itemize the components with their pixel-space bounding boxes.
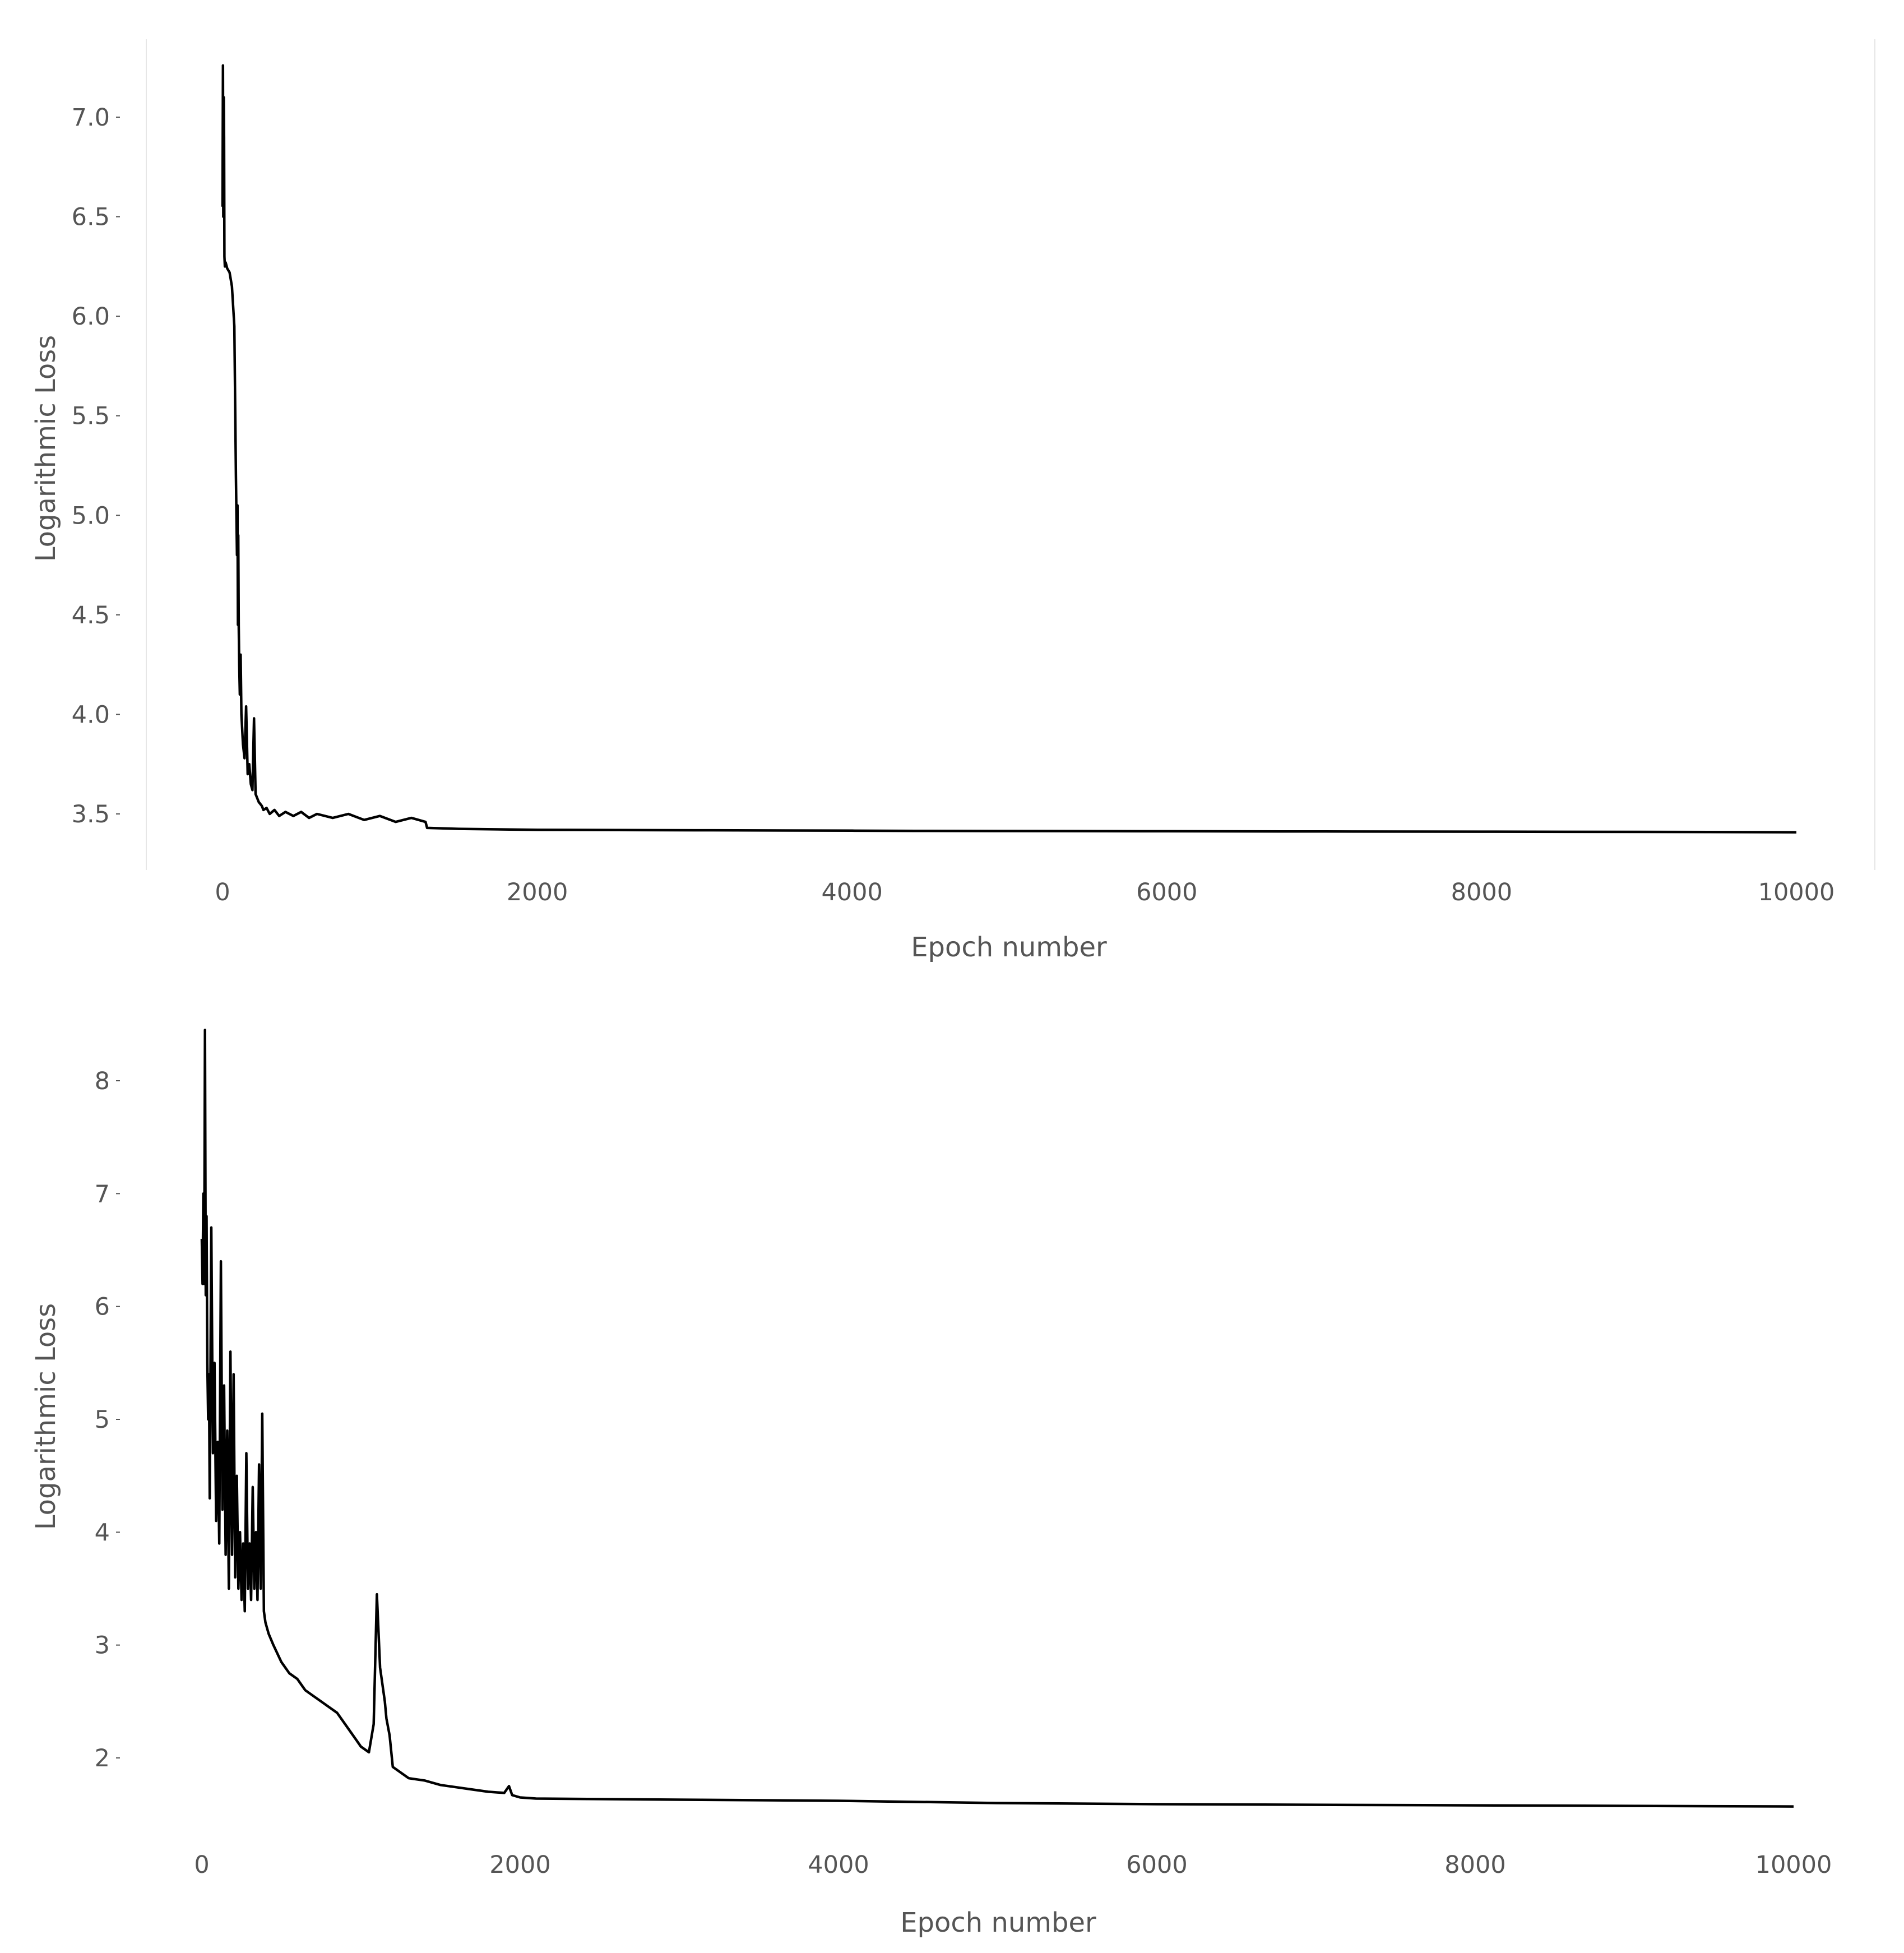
y-axis-label: Logarithmic Loss bbox=[30, 1303, 62, 1530]
y-axis-label: Logarithmic Loss bbox=[30, 335, 62, 562]
x-tick-label: 4000 bbox=[808, 1851, 869, 1879]
y-tick-label: 2 bbox=[95, 1744, 110, 1772]
x-axis-label: Epoch number bbox=[900, 1907, 1096, 1938]
y-tick-label: 4 bbox=[95, 1519, 110, 1547]
x-tick-label: 6000 bbox=[1126, 1851, 1187, 1879]
y-tick-label: 7.0 bbox=[72, 104, 110, 132]
loss-line bbox=[221, 64, 1797, 834]
loss-line bbox=[200, 1029, 1794, 1808]
training-loss-chart-bottom: 2 3 4 5 6 7 8 0 2000 4000 6000 8000 10000 Epoch num… bbox=[30, 1029, 1832, 1938]
y-tick-label: 3.5 bbox=[72, 800, 110, 829]
x-tick-label: 4000 bbox=[821, 878, 882, 906]
y-tick-label: 8 bbox=[95, 1067, 110, 1095]
x-tick-label: 2000 bbox=[507, 878, 568, 906]
training-loss-chart-top: 3.5 4.0 4.5 5.0 5.5 6.0 6.5 7.0 0 2000 4000 6000 80… bbox=[30, 39, 1875, 963]
y-tick-label: 6 bbox=[95, 1293, 110, 1321]
x-tick-label: 10000 bbox=[1758, 878, 1835, 906]
y-tick-label: 4.0 bbox=[72, 701, 110, 729]
y-tick-label: 5.0 bbox=[72, 502, 110, 530]
y-tick-label: 5.5 bbox=[72, 402, 110, 431]
y-tick-label: 6.0 bbox=[72, 303, 110, 331]
x-axis-label: Epoch number bbox=[911, 932, 1107, 963]
x-tick-label: 2000 bbox=[489, 1851, 550, 1879]
x-tick-label: 10000 bbox=[1755, 1851, 1832, 1879]
y-tick-label: 3 bbox=[95, 1632, 110, 1660]
y-tick-label: 4.5 bbox=[72, 601, 110, 630]
x-tick-label: 0 bbox=[194, 1851, 209, 1879]
y-axis-ticks: 2 3 4 5 6 7 8 bbox=[95, 1067, 120, 1772]
y-axis-ticks: 3.5 4.0 4.5 5.0 5.5 6.0 6.5 7.0 bbox=[72, 104, 120, 829]
x-tick-label: 0 bbox=[215, 878, 230, 906]
x-axis-ticks: 0 2000 4000 6000 8000 10000 bbox=[215, 878, 1834, 906]
y-tick-label: 5 bbox=[95, 1406, 110, 1434]
x-tick-label: 6000 bbox=[1136, 878, 1197, 906]
x-tick-label: 8000 bbox=[1451, 878, 1512, 906]
y-tick-label: 6.5 bbox=[72, 203, 110, 232]
x-tick-label: 8000 bbox=[1444, 1851, 1505, 1879]
x-axis-ticks: 0 2000 4000 6000 8000 10000 bbox=[194, 1851, 1832, 1879]
y-tick-label: 7 bbox=[95, 1180, 110, 1208]
